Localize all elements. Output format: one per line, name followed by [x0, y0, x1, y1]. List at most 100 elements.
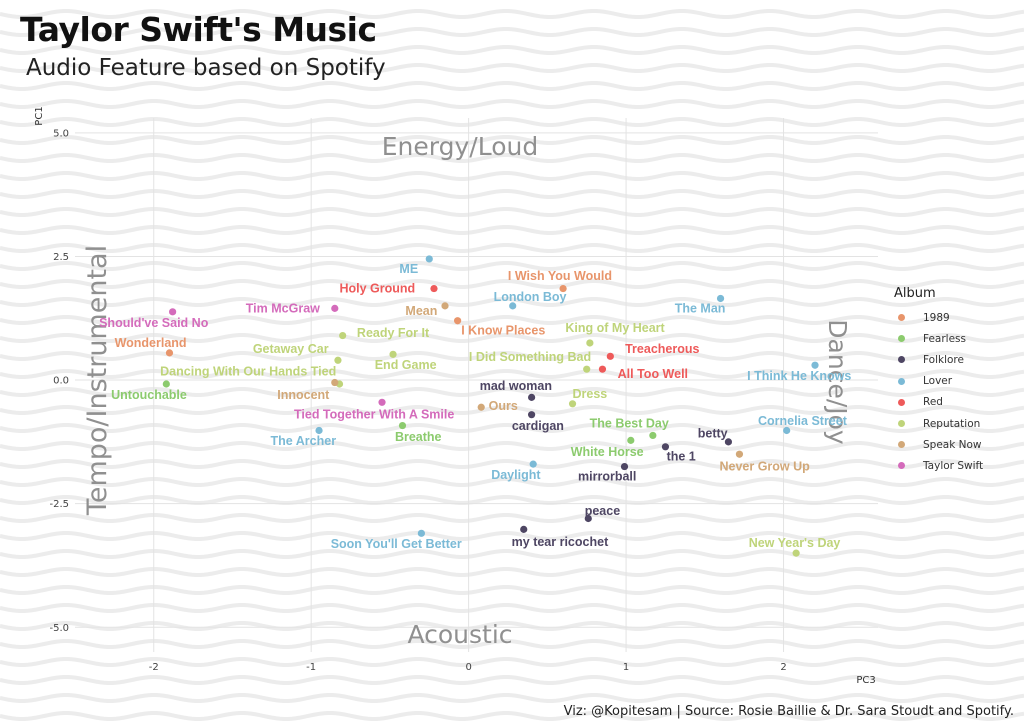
song-label: The Man — [675, 301, 726, 315]
background-wave — [0, 423, 1024, 433]
y-tick-label: 5.0 — [53, 128, 69, 139]
data-point — [165, 349, 174, 357]
background-wave — [0, 315, 1024, 325]
background-wave — [0, 27, 1024, 37]
data-point — [649, 431, 657, 440]
data-point — [378, 398, 386, 406]
song-label: Untouchable — [111, 388, 187, 402]
background-wave — [0, 477, 1024, 487]
legend-swatch — [898, 377, 905, 385]
data-point — [334, 356, 342, 364]
data-point — [598, 365, 607, 373]
background-wave — [0, 459, 1024, 469]
data-point — [520, 525, 528, 533]
quadrant-label-bottom: Acoustic — [407, 620, 512, 649]
song-label: White Horse — [571, 445, 644, 459]
song-label: I Wish You Would — [508, 269, 612, 283]
x-tick-label: -2 — [149, 662, 159, 673]
background-wave — [0, 333, 1024, 343]
data-point — [811, 361, 819, 369]
data-point — [528, 411, 536, 419]
data-point — [169, 308, 177, 316]
song-label: Should've Said No — [99, 316, 209, 330]
x-tick-label: 2 — [780, 662, 786, 673]
data-point — [583, 365, 591, 373]
legend-swatch — [898, 314, 905, 322]
legend-label: Taylor Swift — [923, 459, 984, 472]
data-point — [441, 302, 449, 310]
data-point — [529, 460, 537, 468]
song-label: Tied Together With A Smile — [294, 408, 454, 422]
data-point — [425, 255, 433, 263]
data-point — [315, 426, 323, 435]
data-point — [735, 450, 744, 458]
song-label: The Archer — [271, 434, 337, 448]
background-wave — [0, 297, 1024, 307]
legend-swatch — [898, 335, 905, 343]
background-wave — [0, 657, 1024, 667]
background-wave — [0, 585, 1024, 595]
data-point — [509, 302, 517, 310]
x-tick-label: 1 — [623, 662, 629, 673]
song-label: betty — [698, 426, 728, 440]
song-label: Holy Ground — [339, 282, 415, 296]
background-wave — [0, 9, 1024, 19]
song-label: I Think He Knows — [747, 369, 851, 383]
legend-item: Lover — [894, 371, 983, 392]
legend-swatch — [898, 441, 905, 449]
data-point — [430, 284, 438, 293]
legend-label: Reputation — [923, 417, 981, 430]
legend-label: 1989 — [923, 311, 950, 324]
song-label: Treacherous — [625, 342, 699, 356]
song-label: King of My Heart — [565, 321, 665, 335]
background-wave — [0, 639, 1024, 649]
legend-item: 1989 — [894, 307, 983, 328]
background-wave — [0, 603, 1024, 613]
song-label: London Boy — [494, 290, 567, 304]
y-tick-label: 0.0 — [53, 376, 69, 387]
data-points — [162, 255, 819, 557]
data-point — [792, 549, 800, 557]
song-label: mirrorball — [578, 469, 636, 483]
data-point — [454, 317, 462, 325]
background-wave — [0, 549, 1024, 559]
legend-label: Lover — [923, 375, 953, 388]
x-tick-label: 0 — [465, 662, 471, 673]
background-wave — [0, 387, 1024, 397]
y-tick-label: -2.5 — [49, 499, 69, 510]
legend-item: Reputation — [894, 413, 983, 434]
legend: Album 1989 Fearless Folklore Lover Red Reputa… — [894, 286, 983, 477]
background-wave — [0, 279, 1024, 289]
legend-swatch — [898, 462, 905, 470]
legend-swatch — [898, 398, 905, 406]
quadrant-labels: Energy/Loud Acoustic Tempo/Instrumental Dan… — [82, 132, 852, 649]
data-point — [568, 400, 577, 408]
data-point — [477, 403, 485, 411]
song-label: I Did Something Bad — [469, 350, 591, 364]
background-wave — [0, 567, 1024, 577]
background-wave — [0, 45, 1024, 55]
data-point — [724, 438, 733, 446]
background-wave — [0, 441, 1024, 451]
legend-label: Speak Now — [923, 438, 982, 451]
legend-swatch — [898, 420, 905, 428]
song-label: Cornelia Street — [758, 414, 848, 428]
song-label: Ours — [489, 399, 518, 413]
song-label: I Know Places — [461, 324, 545, 338]
background-wave — [0, 225, 1024, 235]
grid-lines — [75, 118, 878, 652]
data-point — [389, 350, 397, 358]
song-label: mad woman — [480, 379, 552, 393]
x-tick-label: -1 — [306, 662, 316, 673]
background-wave — [0, 63, 1024, 73]
song-label: Mean — [405, 304, 437, 318]
data-point — [559, 284, 567, 293]
data-point — [627, 436, 635, 444]
legend-item: Folklore — [894, 349, 983, 370]
data-point — [606, 352, 614, 360]
data-point — [331, 378, 339, 387]
y-axis-label: PC1 — [34, 106, 45, 125]
song-label: Daylight — [491, 468, 541, 482]
song-label: Dress — [572, 387, 607, 401]
background-wave — [0, 81, 1024, 91]
